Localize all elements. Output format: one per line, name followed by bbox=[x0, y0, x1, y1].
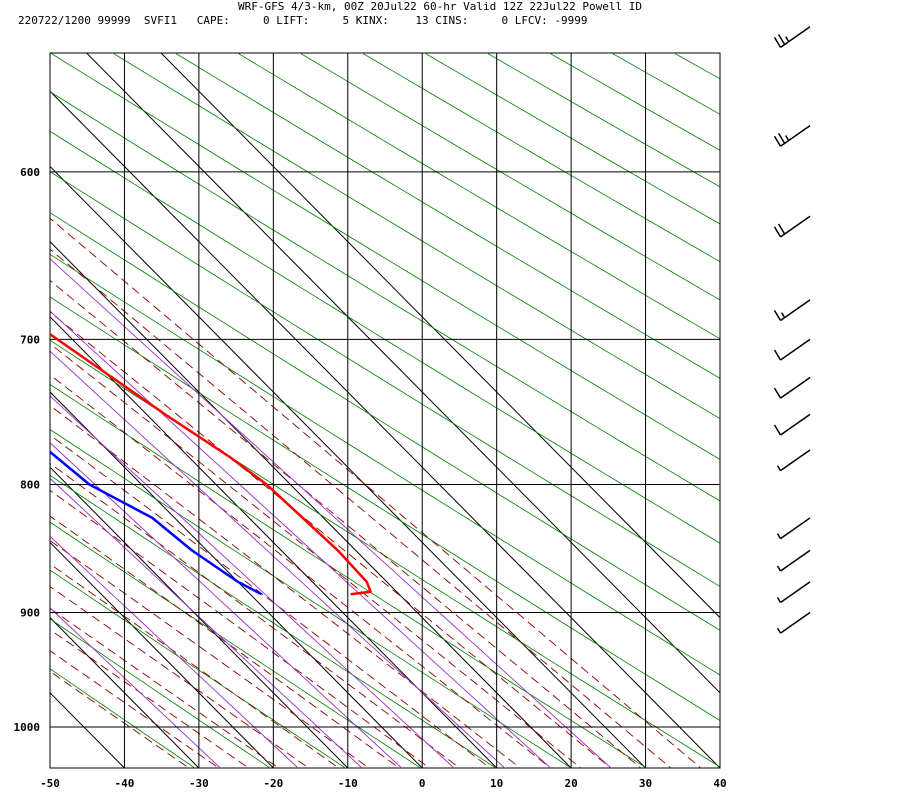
mixing-ratio-line bbox=[50, 535, 299, 768]
pressure-tick-label: 700 bbox=[20, 333, 40, 346]
wind-barb bbox=[776, 549, 811, 572]
moist-adiabat-line bbox=[50, 629, 250, 768]
dry-adiabat-line bbox=[50, 618, 271, 768]
moist-adiabat-line bbox=[50, 563, 340, 768]
wind-barb bbox=[773, 299, 811, 322]
moist-adiabat-line bbox=[50, 279, 642, 768]
pressure-tick-label: 600 bbox=[20, 166, 40, 179]
wind-barb bbox=[773, 413, 811, 436]
moist-adiabat-line bbox=[50, 311, 612, 768]
wind-barb bbox=[773, 215, 811, 238]
wind-barb bbox=[776, 517, 811, 540]
isotherm-line bbox=[50, 165, 647, 768]
plot-frame bbox=[49, 52, 721, 769]
moist-adiabat-line bbox=[50, 462, 461, 768]
isotherm-line bbox=[50, 90, 720, 768]
moist-adiabat-line bbox=[50, 404, 521, 768]
moist-adiabat-line bbox=[50, 343, 582, 768]
grid-lines bbox=[49, 53, 721, 768]
moist-adiabat-line bbox=[50, 374, 552, 768]
mixing-ratio-line bbox=[50, 477, 363, 768]
isotherm-line bbox=[50, 391, 423, 768]
pressure-tick-label: 900 bbox=[20, 607, 40, 620]
wind-barb bbox=[773, 338, 811, 361]
wind-barbs bbox=[773, 26, 811, 634]
isotherm-line bbox=[50, 240, 572, 768]
chart-subtitle-indices: 220722/1200 99999 SVFI1 CAPE: 0 LIFT: 5 … bbox=[18, 14, 588, 27]
dry-adiabat-line bbox=[50, 428, 572, 768]
temperature-tick-label: -50 bbox=[40, 777, 60, 790]
moist-adiabat-line bbox=[50, 607, 280, 768]
moist-adiabat-line bbox=[50, 217, 702, 768]
temperature-tick-label: 10 bbox=[490, 777, 503, 790]
isotherm-line bbox=[160, 53, 720, 619]
wind-barb bbox=[773, 376, 811, 399]
dry-adiabat-line bbox=[50, 383, 648, 768]
dry-adiabat-line bbox=[50, 296, 720, 722]
isotherm-line bbox=[50, 316, 498, 768]
mixing-ratio-line bbox=[50, 350, 506, 768]
temperature-tick-label: -40 bbox=[115, 777, 135, 790]
mixing-ratio-line bbox=[50, 310, 552, 768]
temperature-tick-label: 30 bbox=[639, 777, 652, 790]
temperature-tick-label: 40 bbox=[713, 777, 726, 790]
sounding-profiles bbox=[50, 332, 372, 596]
temperature-tick-label: 0 bbox=[419, 777, 426, 790]
mixing-ratio-line bbox=[50, 442, 403, 768]
chart-title: WRF-GFS 4/3-km, 00Z 20Jul22 60-hr Valid … bbox=[238, 0, 642, 13]
wind-barb bbox=[776, 581, 811, 604]
dry-adiabat-line bbox=[50, 339, 720, 768]
temperature-tick-label: -20 bbox=[263, 777, 283, 790]
isotherm-line bbox=[50, 541, 275, 768]
wind-barb bbox=[776, 611, 811, 634]
pressure-tick-label: 1000 bbox=[14, 721, 41, 734]
moist-adiabat-line bbox=[50, 540, 370, 768]
dry-adiabat-line bbox=[50, 474, 497, 768]
moist-adiabat-line bbox=[50, 434, 491, 768]
axis-ticks: 4005006007008009001000-50-40-30-20-10010… bbox=[14, 166, 727, 790]
isotherm-line bbox=[85, 53, 720, 694]
dry-adiabat-line bbox=[50, 569, 347, 768]
temperature-tick-label: 20 bbox=[564, 777, 577, 790]
wind-barb bbox=[776, 449, 811, 472]
wind-barb bbox=[773, 124, 811, 147]
mixing-ratio-line bbox=[50, 395, 455, 768]
moist-adiabat-line bbox=[50, 586, 310, 768]
dry-adiabat-line bbox=[50, 521, 422, 768]
pressure-tick-label: 800 bbox=[20, 479, 40, 492]
temperature-profile-line bbox=[50, 332, 372, 596]
temperature-tick-label: -10 bbox=[338, 777, 358, 790]
temperature-tick-label: -30 bbox=[189, 777, 209, 790]
mixing-ratio-line bbox=[50, 607, 222, 768]
dewpoint-profile-line bbox=[50, 450, 262, 596]
wind-barb bbox=[773, 26, 811, 49]
mixing-ratio-line bbox=[50, 258, 612, 768]
moist-adiabat-line bbox=[50, 650, 220, 768]
